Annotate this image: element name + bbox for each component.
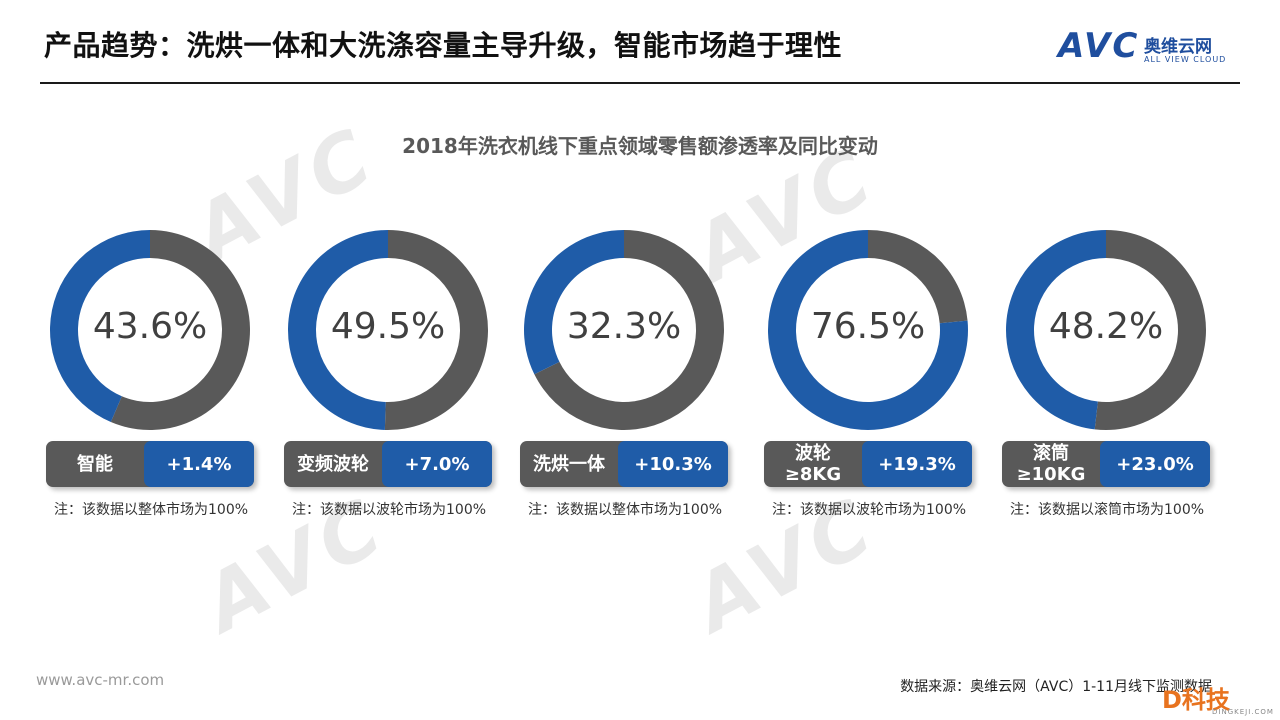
donut-remainder-segment <box>534 230 724 430</box>
avc-logo-cn: 奥维云网 <box>1144 37 1212 57</box>
category-label: 变频波轮 <box>297 453 369 475</box>
category-label: 洗烘一体 <box>533 453 605 475</box>
donut-penetration-segment <box>524 230 624 375</box>
data-source: 数据来源：奥维云网（AVC）1-11月线下监测数据 <box>900 679 1212 695</box>
page-title: 产品趋势：洗烘一体和大洗涤容量主导升级，智能市场趋于理性 <box>44 29 843 62</box>
donut-remainder-segment <box>110 230 250 430</box>
donut-hole <box>1035 259 1177 401</box>
category-label: 智能 <box>77 453 113 475</box>
category-label: 波轮 ≥8KG <box>784 443 842 485</box>
donut-remainder-segment <box>384 230 488 430</box>
yoy-change-value: +23.0% <box>1100 441 1210 487</box>
base-note: 注：该数据以滚筒市场为100% <box>1010 502 1205 518</box>
donut-hole <box>553 259 695 401</box>
avc-logo: AVC 奥维云网 ALL VIEW CLOUD <box>1058 26 1248 70</box>
donut-remainder-segment <box>1094 230 1206 430</box>
avc-logo-en: ALL VIEW CLOUD <box>1144 55 1227 64</box>
category-change-badge: 变频波轮 +7.0% <box>284 441 492 487</box>
donut-hole <box>79 259 221 401</box>
yoy-change-value: +10.3% <box>618 441 728 487</box>
donut-hole <box>317 259 459 401</box>
donut-hole <box>797 259 939 401</box>
category-change-badge: 滚筒 ≥10KG +23.0% <box>1002 441 1210 487</box>
base-note: 注：该数据以整体市场为100% <box>528 502 723 518</box>
penetration-value: 43.6% <box>92 306 208 347</box>
penetration-value: 76.5% <box>810 306 926 347</box>
penetration-value: 32.3% <box>566 306 682 347</box>
base-note: 注：该数据以波轮市场为100% <box>772 502 967 518</box>
yoy-change-value: +19.3% <box>862 441 972 487</box>
category-change-badge: 波轮 ≥8KG +19.3% <box>764 441 972 487</box>
footer-url: www.avc-mr.com <box>36 671 165 689</box>
base-note: 注：该数据以波轮市场为100% <box>292 502 487 518</box>
base-note: 注：该数据以整体市场为100% <box>54 502 249 518</box>
dingkeji-logo-sub: DINGKEJI.COM <box>1212 708 1274 716</box>
donut-penetration-segment <box>287 230 388 430</box>
avc-logo-mark: AVC <box>1058 26 1140 66</box>
category-change-badge: 智能 +1.4% <box>46 441 254 487</box>
penetration-value: 48.2% <box>1048 306 1164 347</box>
penetration-value: 49.5% <box>330 306 446 347</box>
category-change-badge: 洗烘一体 +10.3% <box>520 441 728 487</box>
category-label: 滚筒 ≥10KG <box>1016 443 1086 485</box>
chart-title: 2018年洗衣机线下重点领域零售额渗透率及同比变动 <box>402 134 878 158</box>
yoy-change-value: +7.0% <box>382 441 492 487</box>
donut-penetration-segment <box>49 230 150 423</box>
yoy-change-value: +1.4% <box>144 441 254 487</box>
donut-remainder-segment <box>868 230 968 324</box>
dingkeji-logo: D科技 <box>1162 686 1230 714</box>
title-divider <box>40 82 1240 84</box>
donut-penetration-segment <box>1005 230 1106 430</box>
